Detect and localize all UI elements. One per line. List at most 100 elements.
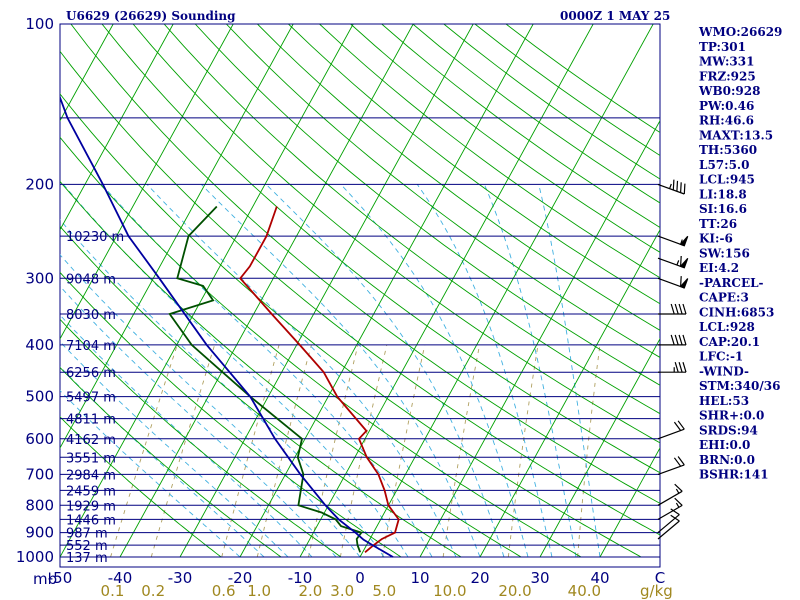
height-label: 6256 m: [66, 366, 116, 381]
sidebar-index: FRZ:925: [699, 69, 756, 83]
temperature-tick-label: -50: [48, 569, 73, 587]
sidebar-index: -WIND-: [699, 364, 749, 378]
moist-adiabat-line: [60, 285, 337, 558]
wind-barb: [657, 420, 685, 440]
mixing-ratio-tick-label: 0.1: [101, 582, 125, 600]
pressure-tick-label: 600: [25, 430, 54, 448]
sidebar-index: WB0:928: [698, 84, 760, 98]
wind-barb-shaft: [657, 183, 685, 195]
temperature-tick-label: 30: [530, 569, 549, 587]
wind-barb: [657, 255, 689, 269]
sidebar-index: RH:46.6: [699, 114, 754, 128]
wind-barb-shaft: [657, 490, 683, 506]
wind-barb-full: [672, 179, 675, 191]
wind-barb-flag: [679, 278, 689, 289]
wind-barb-full: [682, 362, 687, 373]
wind-barb-half: [675, 488, 680, 494]
wind-barb-half: [675, 502, 680, 508]
wind-barb-full: [677, 456, 685, 466]
temperature-tick-label: -30: [168, 569, 193, 587]
height-label: 2459 m: [66, 484, 116, 499]
wind-barb-half: [676, 260, 680, 266]
wind-barb-full: [670, 508, 680, 516]
isotherm-line: [359, 24, 654, 558]
sidebar-index: L57:5.0: [699, 158, 749, 172]
wind-barb-flag: [679, 235, 689, 247]
pressure-tick-label: 200: [25, 175, 54, 193]
wind-barb-full: [682, 334, 687, 346]
mixing-ratio-tick-label: 0.6: [212, 582, 236, 600]
sidebar-index: PW:0.46: [699, 99, 754, 113]
moist-adiabat-line: [63, 184, 409, 558]
height-label: 987 m: [66, 527, 108, 542]
wind-barb: [657, 497, 683, 520]
mixing-unit-label: g/kg: [640, 582, 673, 600]
wind-barb-half: [680, 239, 683, 245]
isotherm-line: [60, 24, 174, 231]
temperature-tick-label: -40: [108, 569, 133, 587]
mixing-ratio-labels: 0.1 0.2 0.6 1.0 2.0 3.0 5.0 10.0 20.0 40.0: [101, 582, 602, 600]
temperature-tick-label: 40: [590, 569, 609, 587]
isotherm-line: [60, 24, 114, 122]
sidebar-indices: WMO:26629TP:301MW:331FRZ:925WB0:928PW:0.…: [698, 25, 782, 482]
pressure-tick-label: 100: [25, 15, 54, 33]
isotherm-line: [479, 228, 660, 558]
wind-barbs: [657, 179, 689, 540]
wind-barb: [657, 235, 689, 247]
isotherm-line: [419, 119, 660, 558]
wind-barb: [657, 483, 683, 506]
height-label: 10230 m: [66, 230, 124, 245]
wind-barb-full: [670, 334, 675, 346]
pressure-tick-label: 400: [25, 336, 54, 354]
temperature-tick-label: C: [655, 569, 665, 587]
sidebar-index: LFC:-1: [699, 350, 743, 364]
wind-barb-shaft: [657, 277, 685, 289]
wind-barb-full: [680, 182, 682, 193]
wind-barb: [657, 514, 680, 540]
mixing-ratio-tick-label: 2.0: [299, 582, 323, 600]
wind-barb-full: [678, 334, 683, 346]
station-title: U6629 (26629) Sounding: [66, 9, 236, 23]
wind-barb-full: [677, 420, 685, 430]
height-label: 552 m: [66, 539, 108, 554]
sidebar-index: LCL:945: [699, 173, 755, 187]
wind-barb-shaft: [657, 504, 683, 520]
wind-barb-shaft: [657, 464, 685, 475]
wind-barb: [658, 334, 687, 346]
height-label: 9048 m: [66, 272, 116, 287]
height-label: 1446 m: [66, 513, 116, 528]
sidebar-index: BSHR:141: [699, 468, 769, 482]
height-label: 1929 m: [66, 499, 116, 514]
wind-barb-full: [673, 457, 682, 467]
height-label: 3551 m: [66, 451, 116, 466]
wind-barb: [657, 508, 680, 534]
wind-barb: [657, 179, 686, 195]
wind-barb-shaft: [657, 428, 685, 440]
sidebar-index: KI:-6: [699, 232, 733, 246]
sidebar-index: SRDS:94: [699, 423, 758, 437]
wind-barb-shaft: [657, 257, 685, 269]
temperature-tick-label: 10: [410, 569, 429, 587]
wind-barb-full: [682, 303, 687, 315]
wind-barb-full: [674, 362, 679, 373]
temperature-tick-label: -20: [228, 569, 253, 587]
sidebar-index: TT:26: [699, 217, 737, 231]
height-label: 2984 m: [66, 468, 116, 483]
pressure-tick-label: 900: [25, 524, 54, 542]
isotherm-line: [539, 337, 660, 558]
wind-barb-shaft: [657, 514, 680, 534]
sidebar-index: MW:331: [699, 55, 754, 69]
sidebar-index: EHI:0.0: [699, 438, 750, 452]
mixing-ratio-tick-label: 20.0: [498, 582, 531, 600]
height-label: 5497 m: [66, 391, 116, 406]
sidebar-index: MAXT:13.5: [699, 128, 773, 142]
pressure-tick-labels: 100 200 300 400 500 600 700 800 900 1000: [16, 15, 54, 566]
pressure-tick-label: 800: [25, 496, 54, 514]
sounding-series: [60, 94, 400, 558]
moist-adiabat-line: [340, 184, 529, 558]
sidebar-index: SHR+:0.0: [699, 409, 764, 423]
height-labels: 10230 m 9048 m 8030 m 7104 m 6256 m 5497 m 481…: [66, 230, 124, 566]
temperature-tick-label: 20: [470, 569, 489, 587]
pressure-tick-label: 1000: [16, 548, 54, 566]
mixing-ratio-tick-label: 0.2: [141, 582, 165, 600]
